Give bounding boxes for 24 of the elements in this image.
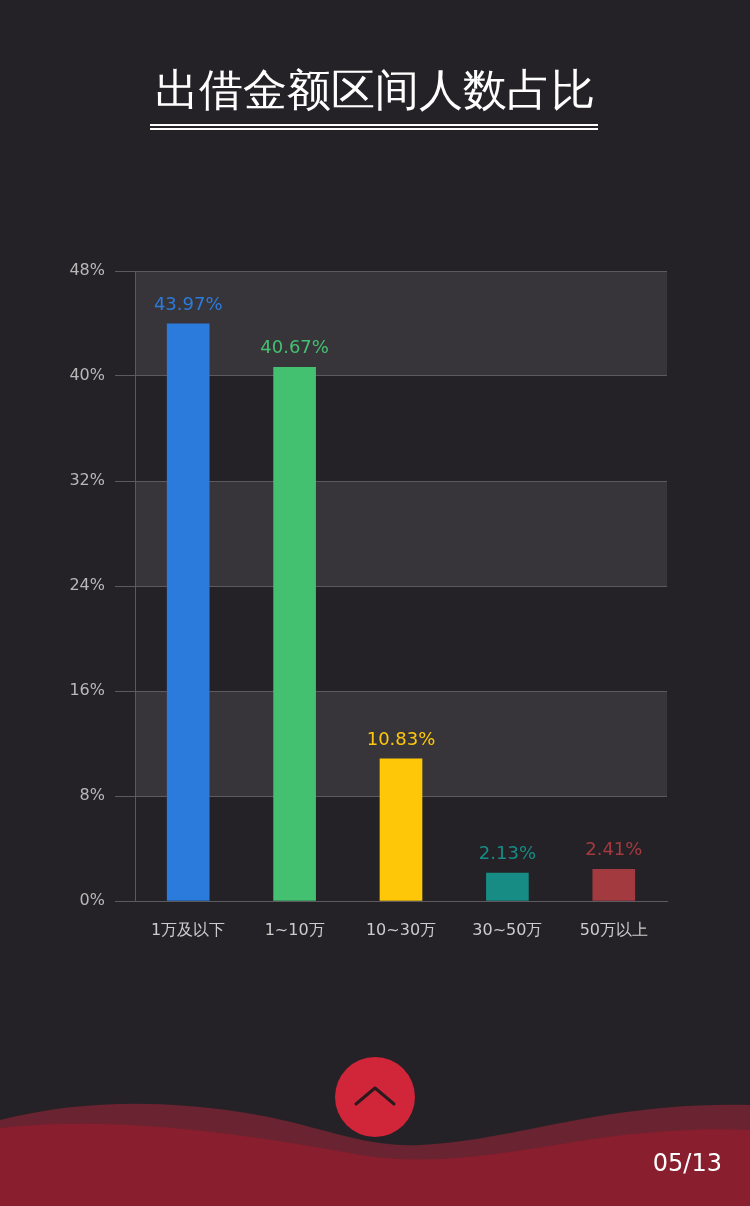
y-tick-label: 8%	[79, 785, 105, 805]
data-label: 43.97%	[153, 292, 223, 314]
x-tick-label: 10~30万	[365, 919, 437, 939]
data-label: 40.67%	[260, 335, 329, 357]
x-tick-label: 50万以上	[579, 919, 648, 939]
y-tick-label: 24%	[69, 575, 105, 595]
x-tick-label: 1万及以下	[151, 919, 226, 939]
data-label: 10.83%	[366, 727, 436, 749]
y-tick-label: 40%	[69, 365, 105, 385]
x-tick-label: 30~50万	[472, 919, 543, 939]
bar	[379, 758, 423, 901]
y-tick-label: 48%	[69, 260, 105, 280]
bar	[592, 869, 636, 901]
data-label: 2.41%	[585, 838, 643, 860]
chart-title: 出借金额区间人数占比	[154, 63, 596, 117]
data-label: 2.13%	[478, 841, 536, 863]
y-tick-label: 0%	[79, 890, 105, 910]
y-tick-label: 16%	[69, 680, 105, 700]
bar	[273, 366, 316, 901]
x-tick-label: 1~10万	[264, 919, 325, 939]
text: 05/13	[652, 1148, 722, 1178]
y-tick-label: 32%	[69, 470, 105, 490]
bar	[486, 872, 529, 901]
bar	[166, 323, 210, 901]
